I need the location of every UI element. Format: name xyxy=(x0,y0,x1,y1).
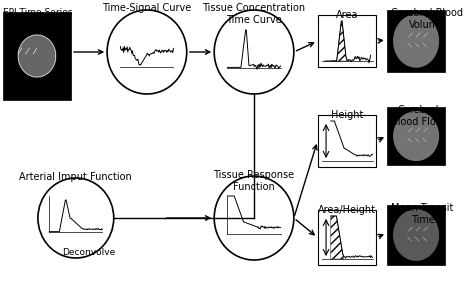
Text: Time-Signal Curve: Time-Signal Curve xyxy=(102,3,191,13)
Text: Tissue Concentration
Time Curve: Tissue Concentration Time Curve xyxy=(202,3,306,25)
Polygon shape xyxy=(394,15,438,67)
Bar xyxy=(3,12,71,100)
Text: Tissue Response
Function: Tissue Response Function xyxy=(213,170,294,191)
Text: Cerebral
Blood Flow: Cerebral Blood Flow xyxy=(392,105,444,127)
Bar xyxy=(318,210,376,265)
Bar xyxy=(387,205,446,265)
Polygon shape xyxy=(394,210,438,260)
Text: Mean Transit
Time: Mean Transit Time xyxy=(392,203,454,225)
Polygon shape xyxy=(394,112,438,160)
Text: Height: Height xyxy=(331,110,363,120)
Text: Cerebral Blood
Volume: Cerebral Blood Volume xyxy=(392,8,464,30)
Text: Area/Height: Area/Height xyxy=(318,205,376,215)
Bar xyxy=(318,115,376,167)
Bar xyxy=(387,10,446,72)
Text: Area: Area xyxy=(336,10,358,20)
Polygon shape xyxy=(18,35,56,77)
Bar xyxy=(318,15,376,67)
Bar xyxy=(387,107,446,165)
Text: EPI Time Series: EPI Time Series xyxy=(3,8,73,17)
Text: Arterial Imput Function: Arterial Imput Function xyxy=(19,172,132,182)
Text: Deconvolve: Deconvolve xyxy=(63,248,116,257)
